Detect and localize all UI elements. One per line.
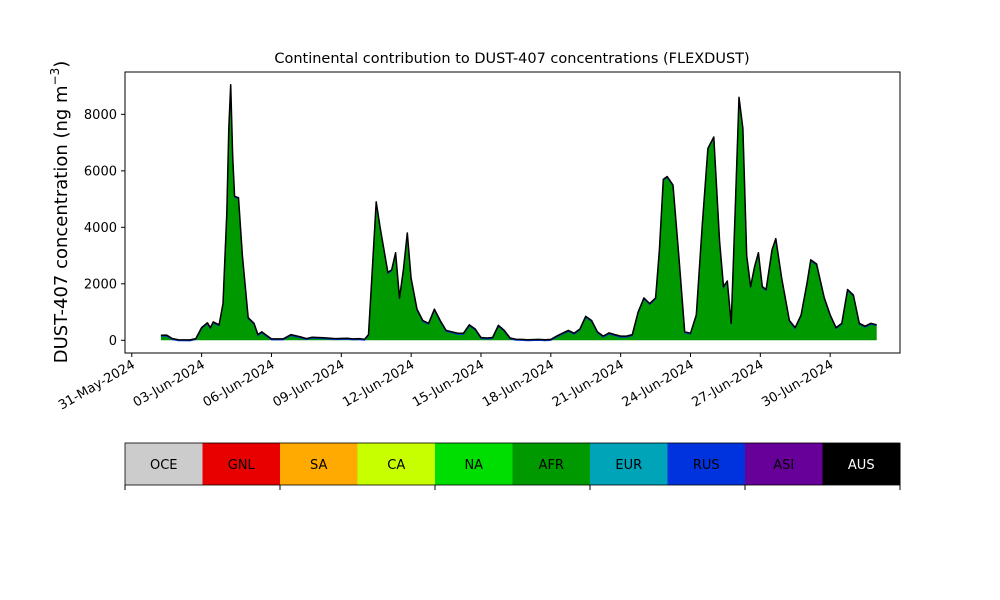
- legend-label-ca: CA: [387, 458, 405, 473]
- x-axis-ticks: 31-May-202403-Jun-202406-Jun-202409-Jun-…: [56, 353, 836, 413]
- y-tick-label: 6000: [84, 164, 117, 179]
- legend-label-sa: SA: [310, 458, 327, 473]
- legend-swatch-eur: [590, 443, 668, 485]
- x-tick-label: 18-Jun-2024: [480, 357, 557, 410]
- legend-swatch-sa: [280, 443, 358, 485]
- total-line: [160, 83, 877, 341]
- y-axis-ticks: 0 2000 4000 6000 8000: [84, 108, 125, 349]
- legend-label-aus: AUS: [848, 458, 875, 473]
- y-axis-label-close: ): [51, 61, 72, 68]
- legend-swatch-gnl: [202, 443, 281, 485]
- x-tick-label: 09-Jun-2024: [270, 357, 347, 410]
- y-tick-label: 0: [109, 334, 117, 349]
- legend-frame: [124, 442, 901, 486]
- legend-label-na: NA: [464, 458, 483, 473]
- legend-ticks: [124, 485, 901, 490]
- legend-label-afr: AFR: [539, 458, 564, 473]
- legend-swatch-na: [435, 443, 513, 485]
- legend-swatch-ca: [357, 443, 436, 485]
- x-tick-label: 06-Jun-2024: [201, 357, 278, 410]
- plot-frame: [124, 71, 901, 354]
- legend-colorbar: OCE GNL SA CA NA AFR EUR RUS ASI AUS: [125, 443, 901, 485]
- y-axis-label-superscript: −3: [48, 68, 62, 86]
- x-tick-label: 27-Jun-2024: [690, 357, 767, 410]
- legend-label-rus: RUS: [693, 458, 720, 473]
- legend-label-eur: EUR: [615, 458, 642, 473]
- x-tick-label: 30-Jun-2024: [759, 357, 836, 410]
- legend-swatch-aus: [822, 443, 901, 485]
- y-tick-label: 8000: [84, 108, 117, 123]
- legend-label-asi: ASI: [773, 458, 794, 473]
- legend-label-gnl: GNL: [228, 458, 256, 473]
- legend-label-oce: OCE: [150, 458, 178, 473]
- y-tick-label: 2000: [84, 277, 117, 292]
- y-axis-label: DUST-407 concentration (ng m−3): [48, 61, 72, 364]
- y-axis-label-main: DUST-407 concentration (ng m: [51, 85, 72, 363]
- afr-area: [160, 84, 877, 341]
- legend-swatch-afr: [512, 443, 591, 485]
- x-tick-label: 15-Jun-2024: [410, 357, 487, 410]
- x-tick-label: 31-May-2024: [56, 357, 138, 413]
- chart-title: Continental contribution to DUST-407 con…: [274, 51, 749, 67]
- plot-area: [160, 83, 877, 342]
- x-tick-label: 03-Jun-2024: [131, 357, 208, 410]
- x-tick-label: 24-Jun-2024: [620, 357, 697, 410]
- y-tick-label: 4000: [84, 221, 117, 236]
- x-tick-label: 12-Jun-2024: [340, 357, 417, 410]
- legend-swatch-oce: [125, 443, 203, 485]
- legend-swatch-asi: [745, 443, 823, 485]
- x-tick-label: 21-Jun-2024: [550, 357, 627, 410]
- legend-swatch-rus: [667, 443, 746, 485]
